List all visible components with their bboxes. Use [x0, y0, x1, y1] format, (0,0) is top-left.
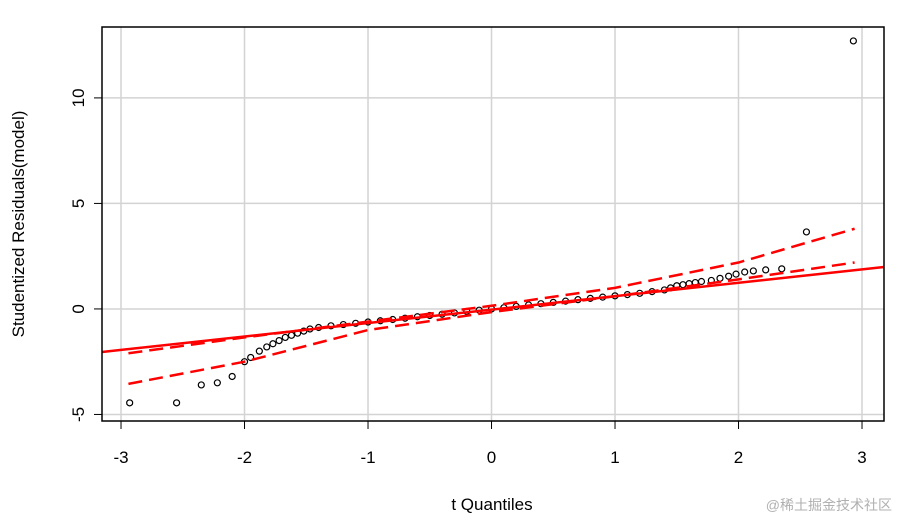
- point: [287, 331, 296, 339]
- x-tick-label: -2: [237, 448, 252, 467]
- point: [228, 372, 236, 381]
- point: [679, 281, 687, 289]
- x-tick-label: -3: [113, 448, 128, 467]
- x-tick-label: -1: [360, 448, 375, 467]
- point: [281, 333, 289, 342]
- y-tick-label: 5: [69, 199, 88, 208]
- y-tick-label: 10: [69, 88, 88, 107]
- point: [697, 277, 706, 286]
- point: [716, 274, 724, 282]
- x-tick-label: 0: [487, 448, 496, 467]
- point: [197, 381, 205, 389]
- point: [172, 399, 181, 407]
- point: [275, 336, 283, 345]
- y-tick-label: 0: [69, 304, 88, 313]
- y-axis-label: Studentized Residuals(model): [9, 111, 28, 338]
- point: [732, 270, 740, 278]
- point: [802, 228, 811, 236]
- point: [126, 399, 134, 407]
- point: [255, 347, 263, 355]
- point: [741, 268, 749, 276]
- x-axis-label: t Quantiles: [451, 495, 532, 514]
- point: [725, 272, 733, 280]
- confidence-envelope: [128, 261, 855, 386]
- point: [263, 343, 271, 351]
- point: [213, 379, 221, 387]
- x-tick-label: 1: [610, 448, 619, 467]
- point: [749, 267, 757, 275]
- watermark: @稀土掘金技术社区: [766, 497, 892, 513]
- reference-line: [101, 265, 885, 354]
- x-tick-label: 3: [857, 448, 866, 467]
- point: [778, 265, 786, 273]
- plot-frame: [101, 26, 885, 422]
- point: [269, 340, 277, 348]
- y-tick-label: -5: [69, 407, 88, 422]
- point: [849, 37, 857, 45]
- point: [247, 353, 255, 362]
- x-tick-label: 2: [734, 448, 743, 467]
- point: [762, 266, 770, 274]
